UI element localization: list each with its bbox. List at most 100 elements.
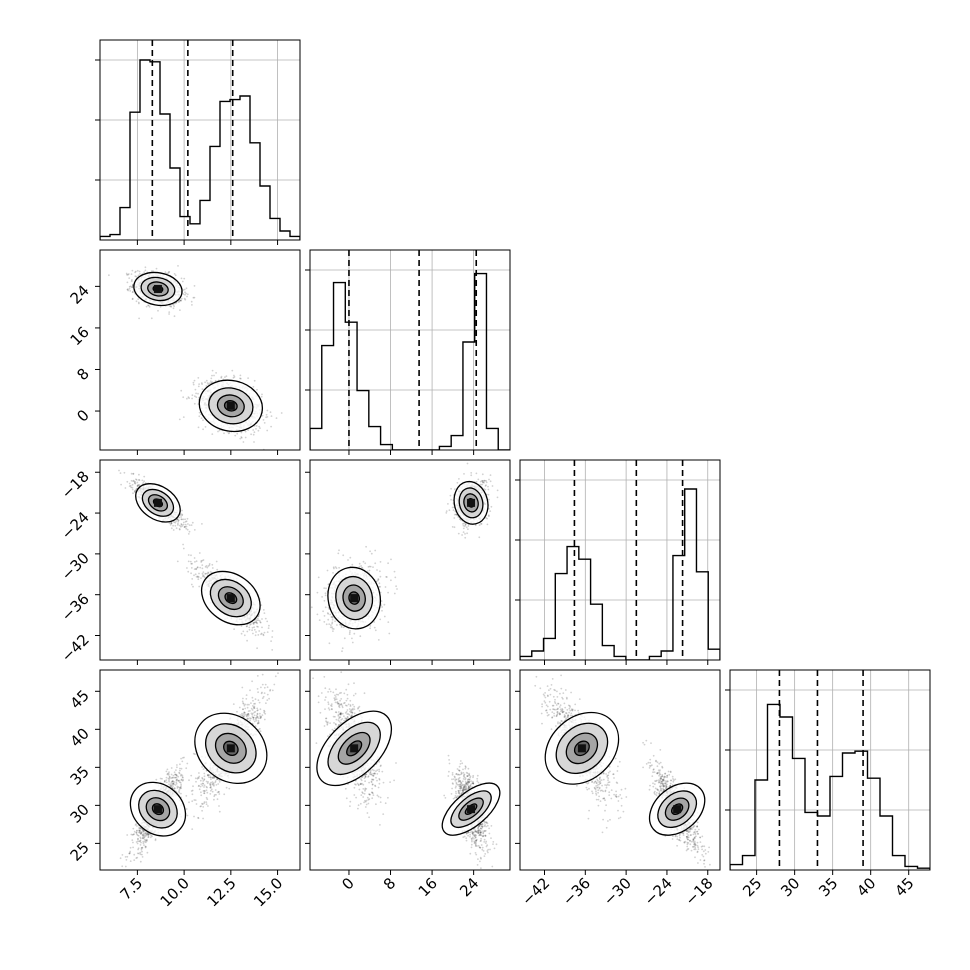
sample-point [142, 830, 145, 833]
sample-point [209, 784, 212, 786]
sample-point [215, 372, 217, 374]
sample-point [201, 564, 204, 566]
sample-point [141, 856, 144, 858]
sample-point [255, 718, 257, 721]
sample-point [256, 688, 259, 690]
sample-point [143, 838, 146, 841]
sample-point [139, 839, 142, 842]
sample-point [191, 578, 194, 580]
sample-point [197, 576, 200, 578]
sample-point [177, 520, 180, 523]
sample-point [208, 563, 211, 565]
sample-point [154, 838, 157, 840]
sample-point [193, 285, 196, 287]
sample-point [176, 560, 179, 563]
sample-point [200, 560, 203, 562]
sample-point [257, 615, 260, 618]
sample-point [233, 376, 236, 378]
sample-point [256, 619, 258, 622]
sample-point [201, 777, 204, 780]
sample-point [245, 694, 248, 696]
sample-point [136, 485, 139, 487]
y-tick-label: 0 [73, 406, 92, 425]
sample-point [256, 712, 259, 715]
sample-point [126, 834, 129, 836]
sample-point [126, 855, 129, 858]
sample-point [173, 787, 176, 790]
sample-point [165, 781, 168, 784]
sample-point [131, 286, 134, 288]
sample-point [211, 381, 214, 383]
sample-point [192, 383, 195, 386]
sample-point [200, 382, 203, 384]
sample-point [265, 413, 268, 416]
y-tick-label: −18 [58, 467, 93, 502]
sample-point [121, 865, 124, 868]
sample-point [131, 488, 134, 491]
sample-point [175, 782, 178, 785]
sample-point [136, 829, 138, 832]
sample-point [195, 575, 198, 578]
sample-point [143, 480, 145, 483]
sample-point [119, 472, 122, 474]
sample-point [137, 847, 140, 850]
sample-point [137, 837, 139, 840]
sample-point [131, 483, 134, 486]
sample-point [182, 293, 185, 295]
sample-point [143, 834, 146, 837]
sample-point [233, 628, 236, 630]
sample-point [133, 481, 136, 483]
sample-point [180, 389, 183, 392]
sample-point [176, 775, 178, 777]
sample-point [179, 786, 182, 788]
sample-point [203, 789, 206, 792]
sample-point [173, 787, 176, 790]
sample-point [184, 293, 186, 296]
sample-point [241, 714, 243, 717]
sample-point [247, 710, 250, 712]
sample-point [185, 527, 188, 530]
sample-point [147, 833, 149, 836]
sample-point [129, 846, 132, 849]
sample-point [260, 604, 263, 606]
sample-point [136, 269, 139, 272]
sample-point [243, 711, 246, 714]
sample-point [252, 706, 255, 709]
sample-point [252, 621, 255, 624]
sample-point [201, 572, 204, 575]
sample-point [262, 634, 265, 637]
sample-point [161, 777, 163, 780]
sample-point [191, 521, 194, 524]
sample-point [239, 377, 242, 380]
sample-point [181, 757, 184, 759]
sample-point [195, 568, 198, 571]
sample-point [145, 841, 147, 844]
sample-point [124, 856, 127, 858]
sample-point [179, 786, 181, 789]
sample-point [241, 686, 244, 689]
sample-point [199, 566, 202, 569]
sample-point [180, 757, 182, 760]
sample-point [203, 786, 205, 788]
sample-point [259, 708, 262, 711]
sample-point [141, 834, 144, 836]
sample-point [133, 830, 136, 833]
sample-point [248, 628, 251, 631]
sample-point [197, 817, 200, 819]
sample-point [256, 388, 258, 391]
sample-point [138, 473, 140, 476]
sample-point [216, 568, 219, 571]
sample-point [168, 305, 171, 307]
sample-point [217, 791, 220, 793]
sample-point [246, 625, 248, 628]
sample-point [132, 480, 134, 482]
sample-point [202, 817, 204, 820]
sample-point [250, 623, 252, 625]
sample-point [258, 425, 261, 428]
sample-point [202, 782, 205, 785]
sample-point [164, 781, 166, 783]
sample-point [137, 838, 139, 841]
sample-point [177, 265, 179, 267]
sample-point [261, 618, 263, 620]
sample-point [201, 776, 204, 779]
